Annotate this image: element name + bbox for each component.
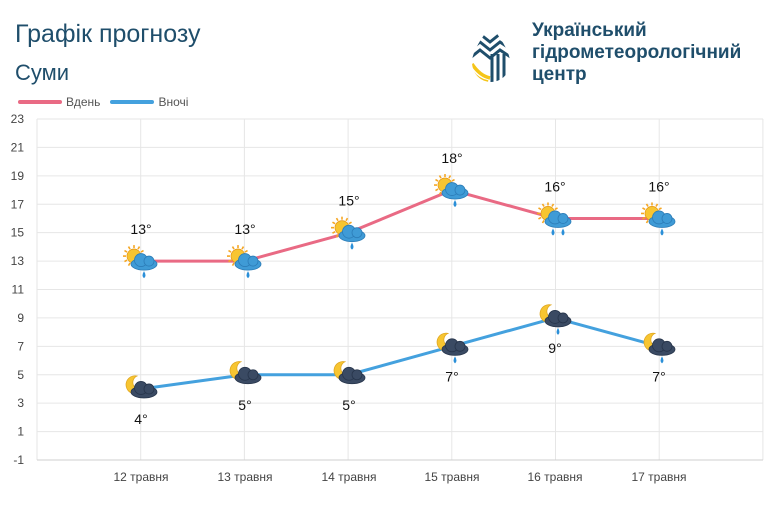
data-label-day: 13° xyxy=(130,221,151,237)
data-label-night: 7° xyxy=(445,368,458,384)
data-label-night: 9° xyxy=(548,340,561,356)
y-tick-label: 21 xyxy=(11,140,25,154)
series-line-night xyxy=(140,316,660,391)
x-tick-label: 13 травня xyxy=(217,470,272,484)
series-line-day xyxy=(141,188,659,263)
x-tick-label: 16 травня xyxy=(527,470,582,484)
moon-cloud-rain-icon xyxy=(643,332,676,364)
logo-line-2: гідрометеорологічний xyxy=(532,42,742,63)
sun-cloud-rain-icon xyxy=(227,245,262,279)
chart-title: Графік прогнозу xyxy=(15,20,201,48)
moon-cloud-rain-icon xyxy=(539,304,572,335)
sun-cloud-rain-icon xyxy=(434,174,469,208)
moon-cloud-rain-icon xyxy=(436,332,469,364)
legend-item-day[interactable]: Вдень xyxy=(18,95,100,109)
logo-text: Український гідрометеорологічний центр xyxy=(532,20,741,86)
sun-cloud-rain-icon xyxy=(331,216,366,250)
moon-cloud-icon xyxy=(229,361,262,385)
sun-cloud-rain-icon xyxy=(641,202,676,236)
y-tick-label: 7 xyxy=(17,339,24,353)
legend-item-night[interactable]: Вночі xyxy=(110,95,188,109)
sun-cloud-heavy-rain-icon xyxy=(537,202,572,236)
city-name: Суми xyxy=(15,60,70,85)
logo-drop-icon xyxy=(472,26,510,82)
y-tick-label: 9 xyxy=(17,311,24,325)
y-tick-label: 15 xyxy=(11,226,25,240)
x-tick-label: 15 травня xyxy=(424,470,479,484)
y-tick-label: 13 xyxy=(11,254,25,268)
y-tick-label: 17 xyxy=(11,197,25,211)
y-tick-label: 19 xyxy=(11,169,25,183)
logo-line-1: Український xyxy=(532,20,647,41)
data-label-day: 18° xyxy=(441,150,462,166)
sun-cloud-rain-icon xyxy=(123,245,158,279)
legend-label-day: Вдень xyxy=(66,95,101,109)
y-tick-label: 11 xyxy=(12,283,25,297)
legend-swatch-day xyxy=(18,100,62,104)
y-tick-label: -1 xyxy=(13,453,24,467)
x-tick-label: 17 травня xyxy=(631,470,686,484)
legend-label-night: Вночі xyxy=(158,95,189,109)
y-tick-label: 1 xyxy=(17,425,24,439)
data-label-day: 15° xyxy=(338,193,359,209)
moon-cloud-icon xyxy=(125,375,158,399)
data-label-night: 7° xyxy=(652,368,665,384)
x-tick-label: 12 травня xyxy=(113,470,168,484)
data-label-day: 13° xyxy=(234,221,255,237)
legend-swatch-night xyxy=(110,100,155,104)
logo-line-3: центр xyxy=(532,64,587,85)
moon-cloud-icon xyxy=(333,361,366,385)
data-label-day: 16° xyxy=(544,178,565,194)
data-label-night: 5° xyxy=(238,397,251,413)
data-label-day: 16° xyxy=(648,178,669,194)
y-tick-label: 23 xyxy=(11,112,25,126)
y-tick-label: 3 xyxy=(17,396,24,410)
x-tick-label: 14 травня xyxy=(321,470,376,484)
chart-legend: Вдень Вночі xyxy=(18,95,198,109)
data-label-night: 5° xyxy=(342,397,355,413)
y-tick-label: 5 xyxy=(17,368,24,382)
data-label-night: 4° xyxy=(134,411,147,427)
